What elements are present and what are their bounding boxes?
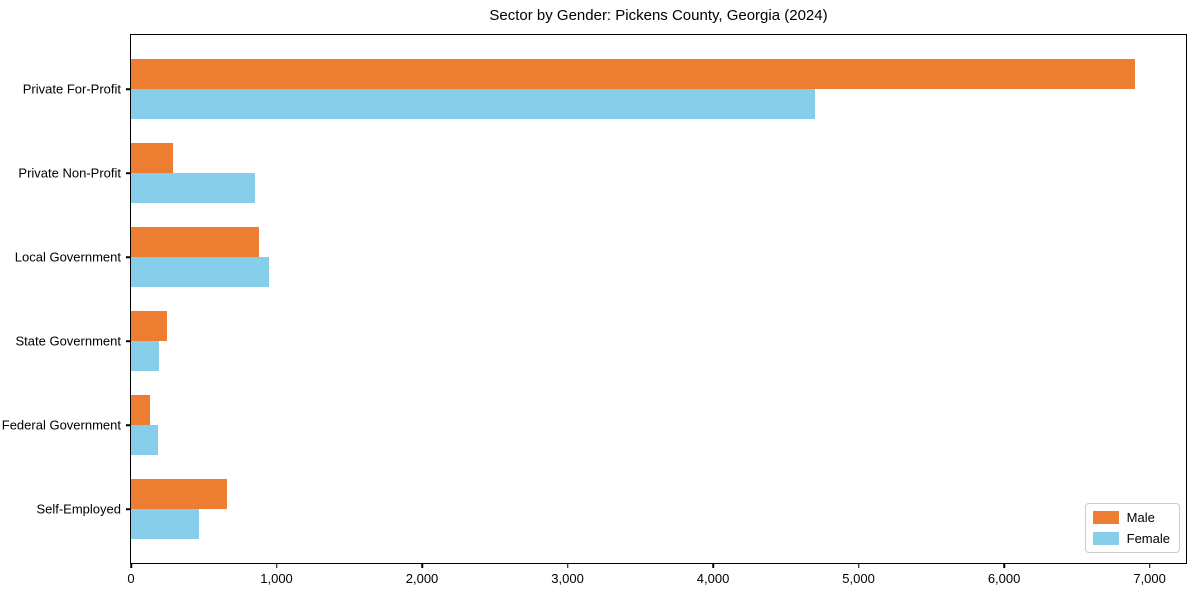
bar-male-federal-government [131,395,150,425]
x-tick-mark [130,563,132,568]
y-tick-mark [126,340,131,342]
x-tick-mark [712,563,714,568]
female-color-swatch [1092,532,1119,545]
legend-item-female: Female [1092,531,1170,546]
x-tick-mark [1003,563,1005,568]
bar-female-private-non-profit [131,173,255,203]
x-tick-label: 4,000 [696,571,730,586]
bar-group-private-non-profit: Private Non-Profit [18,143,1186,203]
category-label: Private For-Profit [22,81,121,97]
legend-label-female: Female [1126,531,1170,546]
x-tick-mark [421,563,423,568]
bar-female-private-for-profit [131,89,815,119]
y-tick-mark [126,424,131,426]
male-color-swatch [1092,511,1119,524]
x-tick-mark [566,563,569,568]
bar-group-federal-government: Federal Government [2,395,1186,455]
y-tick-mark [126,256,131,258]
bar-group-state-government: State Government [16,311,1186,371]
legend-label-male: Male [1126,510,1155,525]
bar-male-self-employed [131,479,228,509]
category-label: Private Non-Profit [18,165,121,181]
y-tick-mark [126,88,131,90]
x-tick-label: 3,000 [551,571,584,586]
x-tick-mark [857,563,860,568]
bar-female-federal-government [131,425,158,455]
bar-group-local-government: Local Government [15,227,1186,287]
x-tick-label: 1,000 [260,571,293,586]
bar-female-local-government [131,257,270,287]
y-tick-mark [126,508,131,510]
bar-male-local-government [131,227,260,257]
bar-female-self-employed [131,509,200,539]
x-tick-label: 7,000 [1133,571,1166,586]
category-label: Self-Employed [36,501,121,517]
category-label: State Government [15,333,122,349]
chart-title: Sector by Gender: Pickens County, Georgi… [489,7,828,24]
x-tick-mark [275,563,278,568]
x-axis: 0 1,000 2,000 3,000 4,000 5,000 6,000 7,… [127,563,1186,593]
x-tick-mark [1148,563,1151,568]
bar-group-self-employed: Self-Employed [36,479,1186,539]
category-label: Local Government [14,249,121,265]
legend-item-male: Male [1092,510,1170,525]
x-tick-label: 6,000 [987,571,1021,586]
bar-group-private-for-profit: Private For-Profit [23,59,1186,119]
category-label: Federal Government [1,417,121,433]
legend: Male Female [1084,503,1180,553]
x-tick-label: 2,000 [405,571,439,586]
plot-area: Private For-Profit Private Non-Profit Lo… [2,34,1187,586]
x-tick-label: 0 [127,571,135,586]
bar-male-state-government [131,311,168,341]
bar-male-private-for-profit [131,59,1136,89]
bar-male-private-non-profit [131,143,174,173]
bar-female-state-government [131,341,159,371]
y-tick-mark [126,172,131,174]
x-tick-label: 5,000 [842,571,875,586]
